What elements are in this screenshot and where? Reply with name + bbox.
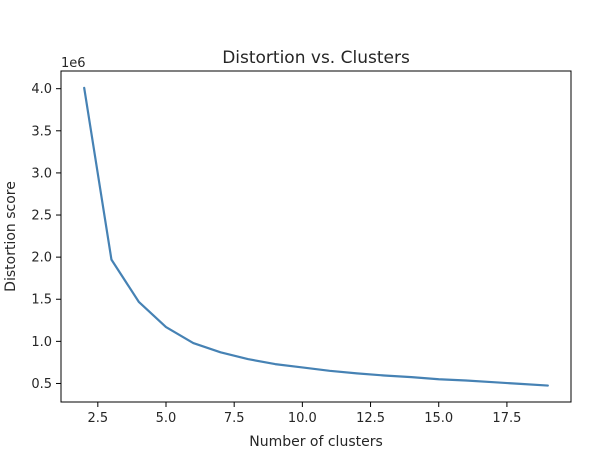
x-tick-label: 17.5 [492, 411, 521, 426]
x-tick-label: 15.0 [424, 411, 453, 426]
x-tick-label: 5.0 [156, 411, 177, 426]
y-tick-label: 4.0 [31, 82, 52, 97]
y-axis-ticks: 0.5 1.0 1.5 2.0 2.5 3.0 3.5 4.0 [31, 82, 61, 392]
y-tick-label: 0.5 [31, 377, 52, 392]
x-tick-label: 7.5 [224, 411, 245, 426]
y-tick-label: 1.5 [31, 293, 52, 308]
y-tick-label: 2.0 [31, 251, 52, 266]
plot-frame [60, 70, 572, 403]
y-axis-title: Distortion score [3, 181, 19, 292]
x-tick-label: 10.0 [288, 411, 317, 426]
y-axis-offset-label: 1e6 [61, 56, 86, 71]
y-tick-label: 3.0 [31, 166, 52, 181]
plot-area [60, 70, 572, 403]
y-tick-label: 3.5 [31, 124, 52, 139]
x-axis-ticks: 2.5 5.0 7.5 10.0 12.5 15.0 17.5 [87, 402, 521, 426]
y-tick-label: 1.0 [31, 335, 52, 350]
x-tick-label: 2.5 [87, 411, 108, 426]
x-axis-title: Number of clusters [249, 434, 383, 450]
chart-title: Distortion vs. Clusters [222, 48, 410, 68]
series-line-0 [83, 86, 549, 387]
x-tick-label: 12.5 [356, 411, 385, 426]
y-tick-label: 2.5 [31, 209, 52, 224]
